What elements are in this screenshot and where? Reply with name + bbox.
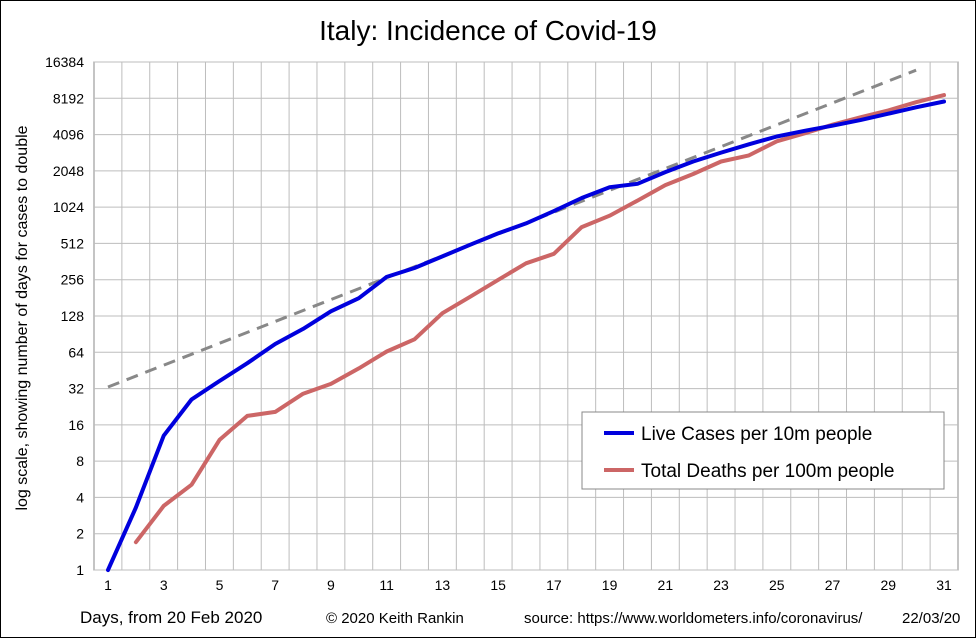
plot-area: 1 2 4 8 16 32 64 128 256 512 1024 2048 4096 8192 16384… [45,54,959,593]
x-tick-label: 9 [327,577,335,593]
x-tick-label: 19 [602,577,618,593]
y-tick-label: 512 [61,235,85,251]
x-tick-label: 13 [435,577,451,593]
y-tick-label: 2048 [53,163,84,179]
x-tick-label: 7 [271,577,279,593]
x-tick-label: 5 [216,577,224,593]
x-tick-labels: 1 3 5 7 9 11 13 15 17 19 21 23 25 27 29 31 [104,577,952,593]
x-tick-label: 1 [104,577,112,593]
legend-box [581,411,945,490]
y-tick-label: 4 [76,489,84,505]
x-tick-label: 15 [490,577,506,593]
legend-label-live-cases: Live Cases per 10m people [641,424,872,445]
y-tick-label: 8192 [53,90,84,106]
series-lines [106,68,946,572]
x-tick-label: 25 [769,577,785,593]
y-tick-label: 16384 [45,54,84,70]
x-tick-label: 23 [713,577,729,593]
y-tick-label: 128 [61,308,85,324]
x-tick-label: 21 [658,577,674,593]
copyright-text: © 2020 Keith Rankin [326,610,464,627]
y-tick-label: 32 [68,381,84,397]
x-tick-label: 27 [825,577,841,593]
y-tick-label: 1024 [53,199,84,215]
y-tick-label: 8 [76,453,84,469]
y-tick-label: 4096 [53,127,84,143]
x-axis-label: Days, from 20 Feb 2020 [80,608,263,627]
x-tick-label: 17 [546,577,562,593]
grid-lines [94,61,958,571]
x-tick-label: 3 [160,577,168,593]
y-axis-label: log scale, showing number of days for ca… [14,125,31,510]
y-tick-label: 256 [61,272,85,288]
series-line-live-cases [106,99,946,572]
y-tick-label: 2 [76,526,84,542]
x-tick-label: 11 [379,577,394,593]
chart-title: Italy: Incidence of Covid-19 [319,15,657,46]
legend-label-total-deaths: Total Deaths per 100m people [641,461,895,482]
y-tick-labels: 1 2 4 8 16 32 64 128 256 512 1024 2048 4096 8192 16384 [45,54,84,578]
y-tick-label: 1 [76,562,84,578]
y-tick-label: 64 [68,344,84,360]
y-tick-label: 16 [68,417,84,433]
series-line-doubling-reference [107,68,917,389]
x-tick-label: 29 [880,577,896,593]
x-tick-label: 31 [936,577,952,593]
date-text: 22/03/20 [902,610,961,627]
source-text: source: https://www.worldometers.info/co… [524,610,863,627]
legend: Live Cases per 10m people Total Deaths p… [581,411,945,490]
